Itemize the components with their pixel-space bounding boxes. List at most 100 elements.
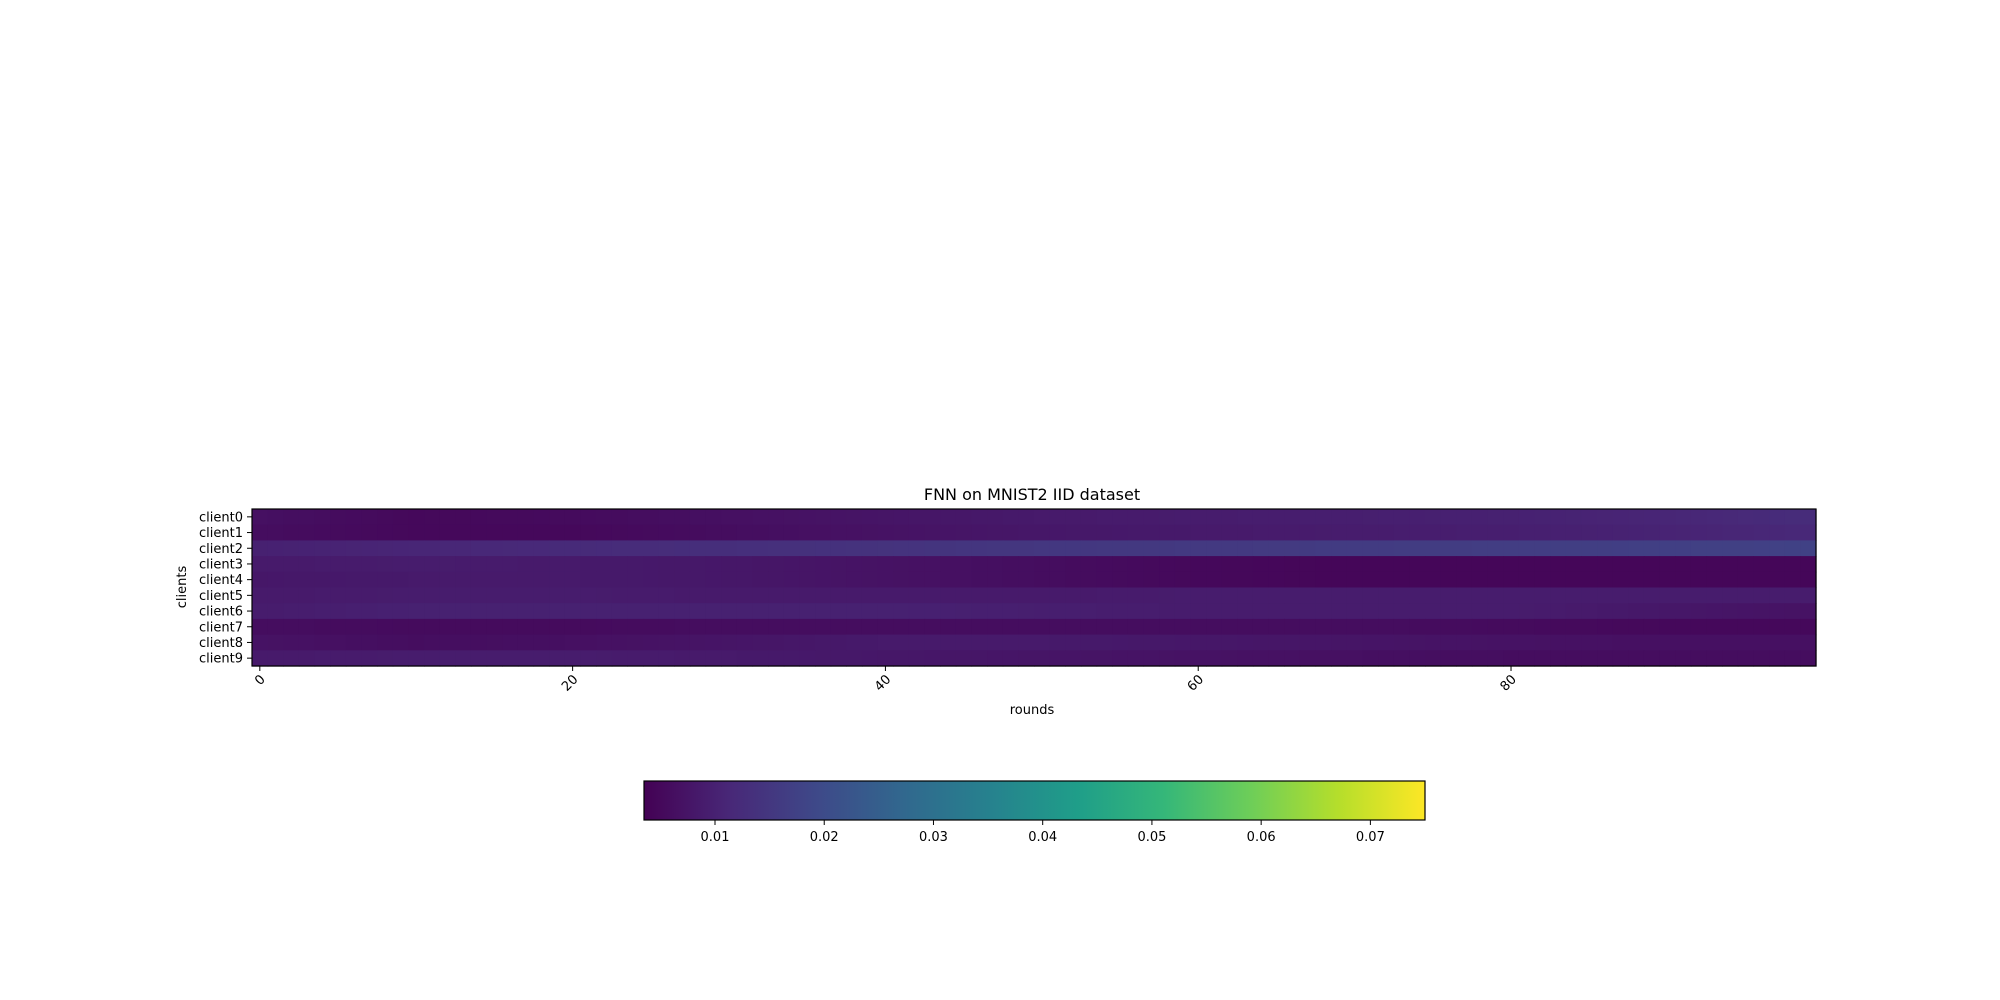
heatmap-cell [330,650,347,667]
heatmap-cell [643,618,660,636]
heatmap-cell [627,618,644,636]
heatmap-cell [1221,524,1238,541]
heatmap-cell [940,650,957,667]
heatmap-cell [267,509,284,526]
heatmap-cell [893,618,910,636]
row-label: client6 [199,605,243,620]
heatmap-cell [1628,509,1645,526]
heatmap-cell [689,587,707,604]
heatmap-cell [1299,540,1317,557]
heatmap-cell [815,556,832,573]
heatmap-cell [1612,509,1629,526]
heatmap-cell [1237,540,1254,557]
heatmap-cell [658,634,675,651]
heatmap-cell [799,618,816,636]
heatmap-cell [392,524,409,541]
heatmap-cell [1299,603,1317,620]
heatmap-cell [987,603,1004,620]
heatmap-cell [1362,634,1379,651]
heatmap-cell [1800,618,1817,636]
heatmap-cell [955,603,973,620]
heatmap-cell [580,556,597,573]
heatmap-cell [1518,603,1536,620]
heatmap-cell [1174,650,1191,667]
heatmap-cell [643,540,660,557]
heatmap-cell [1737,556,1755,573]
heatmap-cell [549,556,566,573]
heatmap-cell [736,618,754,636]
heatmap-cell [1346,650,1364,667]
heatmap-cell [1080,540,1098,557]
heatmap-cell [1456,571,1473,589]
heatmap-cell [611,556,628,573]
heatmap-cell [377,556,394,573]
heatmap-cell [768,540,785,557]
heatmap-cell [1174,540,1191,557]
heatmap-cell [1315,650,1332,667]
heatmap-cell [1769,603,1786,620]
heatmap-cell [252,571,269,589]
heatmap-cell [1706,650,1723,667]
heatmap-cell [1190,571,1207,589]
heatmap-cell [1127,540,1145,557]
heatmap-cell [1487,509,1504,526]
heatmap-cell [1722,524,1739,541]
heatmap-cell [1378,571,1395,589]
heatmap-cell [549,540,566,557]
heatmap-cell [1456,587,1473,604]
heatmap-cell [830,571,847,589]
heatmap-cell [564,603,582,620]
heatmap-cell [596,634,613,651]
heatmap-cell [1346,587,1364,604]
colorbar-tick-label: 0.04 [1028,830,1057,845]
heatmap-cell [1425,587,1442,604]
heatmap-cell [955,556,973,573]
heatmap-cell [1221,587,1238,604]
heatmap-cell [1643,650,1661,667]
heatmap-cell [1002,634,1019,651]
heatmap-cell [924,603,941,620]
heatmap-cell [1425,571,1442,589]
heatmap-cell [1174,618,1191,636]
heatmap-cell [643,603,660,620]
heatmap-cell [1675,587,1692,604]
heatmap-cell [1471,509,1489,526]
heatmap-cell [1346,571,1364,589]
heatmap-cell [1425,524,1442,541]
heatmap-cell [924,587,941,604]
heatmap-cell [517,556,535,573]
heatmap-cell [1487,556,1504,573]
heatmap-cell [439,603,456,620]
heatmap-cell [971,540,988,557]
heatmap-cell [1174,509,1191,526]
heatmap-cell [1299,556,1317,573]
heatmap-cell [1127,634,1145,651]
heatmap-cell [361,634,378,651]
heatmap-cell [1643,634,1661,651]
heatmap-cell [1581,540,1598,557]
heatmap-cell [1675,603,1692,620]
heatmap-cell [955,571,973,589]
heatmap-cell [1769,524,1786,541]
heatmap-cell [1378,650,1395,667]
heatmap-cell [1769,634,1786,651]
heatmap-cell [596,650,613,667]
heatmap-cell [1237,571,1254,589]
heatmap-cell [627,603,644,620]
heatmap-cell [1112,587,1129,604]
heatmap-cell [392,509,409,526]
heatmap-cell [815,587,832,604]
heatmap-cell [1409,524,1426,541]
heatmap-cell [1143,509,1160,526]
heatmap-cell [1206,650,1223,667]
heatmap-cell [611,618,628,636]
heatmap-cell [1034,556,1051,573]
heatmap-cell [830,634,847,651]
heatmap-cell [314,650,331,667]
row-label: client7 [199,620,243,635]
heatmap-cell [1597,587,1614,604]
heatmap-cell [549,509,566,526]
heatmap-cell [1440,618,1457,636]
heatmap-cell [1565,587,1582,604]
heatmap-cell [768,650,785,667]
